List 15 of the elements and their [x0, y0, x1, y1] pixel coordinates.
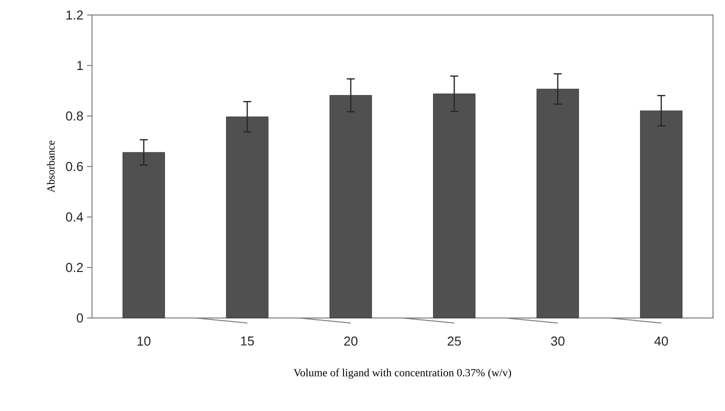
y-axis-title: Absorbance [46, 140, 55, 193]
y-tick-label: 0.8 [66, 111, 83, 121]
x-axis-title: Volume of ligand with concentration 0.37% (w/v) [294, 368, 512, 379]
x-tick-label: 30 [551, 336, 564, 346]
x-tick-label: 25 [448, 336, 461, 346]
x-tick-label: 15 [241, 336, 254, 346]
y-tick-label: 0.2 [66, 262, 83, 272]
x-tick-label: 20 [344, 336, 358, 346]
y-tick-label: 0.6 [66, 162, 83, 172]
y-tick-label: 0 [76, 313, 83, 323]
y-tick-label: 0.4 [66, 212, 84, 222]
x-tick-label: 40 [654, 336, 668, 346]
y-tick-label: 1 [77, 61, 83, 70]
y-tick-label: 1.2 [66, 10, 83, 20]
x-tick-label: 10 [138, 336, 150, 346]
